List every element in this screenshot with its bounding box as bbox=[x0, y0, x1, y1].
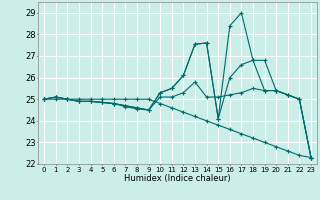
X-axis label: Humidex (Indice chaleur): Humidex (Indice chaleur) bbox=[124, 174, 231, 183]
